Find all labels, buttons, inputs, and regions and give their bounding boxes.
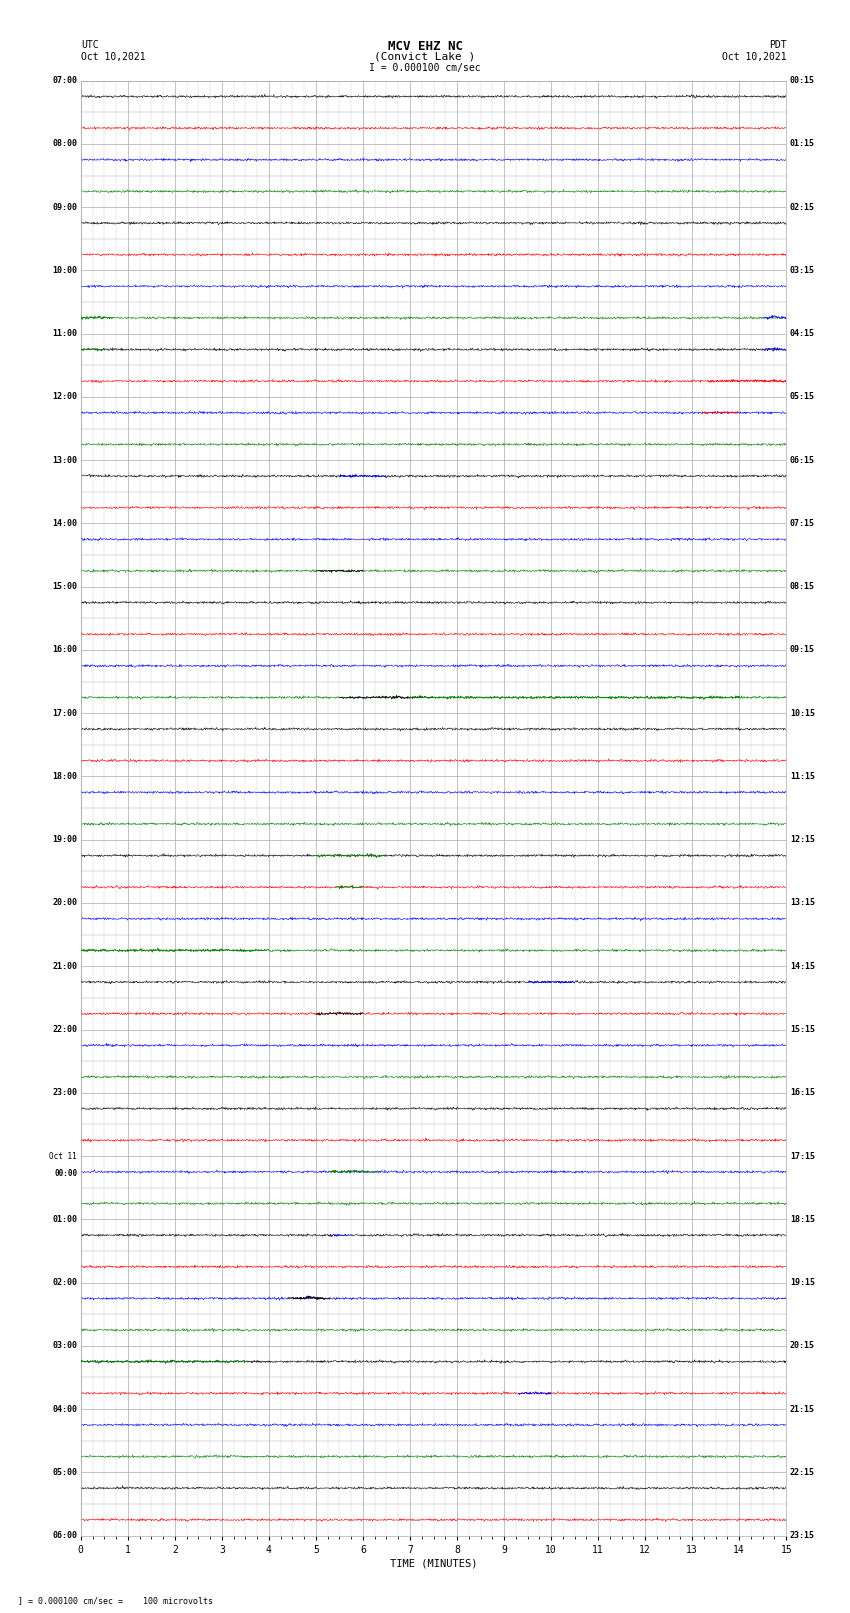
Text: 14:00: 14:00 xyxy=(52,519,77,527)
Text: ] = 0.000100 cm/sec =    100 microvolts: ] = 0.000100 cm/sec = 100 microvolts xyxy=(8,1595,213,1605)
Text: UTC: UTC xyxy=(81,40,99,50)
Text: 18:00: 18:00 xyxy=(52,773,77,781)
Text: Oct 10,2021: Oct 10,2021 xyxy=(81,52,145,61)
Text: 06:15: 06:15 xyxy=(790,456,815,465)
Text: 11:15: 11:15 xyxy=(790,773,815,781)
Text: I = 0.000100 cm/sec: I = 0.000100 cm/sec xyxy=(369,63,481,73)
Text: 03:00: 03:00 xyxy=(52,1342,77,1350)
Text: 09:00: 09:00 xyxy=(52,203,77,211)
Text: 16:15: 16:15 xyxy=(790,1089,815,1097)
Text: 08:15: 08:15 xyxy=(790,582,815,592)
Text: 20:00: 20:00 xyxy=(52,898,77,908)
Text: Oct 11: Oct 11 xyxy=(49,1152,77,1160)
Text: (Convict Lake ): (Convict Lake ) xyxy=(374,52,476,61)
Text: PDT: PDT xyxy=(768,40,786,50)
Text: 00:15: 00:15 xyxy=(790,76,815,85)
Text: 21:00: 21:00 xyxy=(52,961,77,971)
Text: 02:00: 02:00 xyxy=(52,1277,77,1287)
Text: 05:00: 05:00 xyxy=(52,1468,77,1478)
Text: 15:15: 15:15 xyxy=(790,1024,815,1034)
Text: 17:00: 17:00 xyxy=(52,708,77,718)
Text: 14:15: 14:15 xyxy=(790,961,815,971)
Text: 19:00: 19:00 xyxy=(52,836,77,844)
Text: 03:15: 03:15 xyxy=(790,266,815,274)
Text: 01:00: 01:00 xyxy=(52,1215,77,1224)
Text: 07:15: 07:15 xyxy=(790,519,815,527)
Text: 10:00: 10:00 xyxy=(52,266,77,274)
Text: 06:00: 06:00 xyxy=(52,1531,77,1540)
Text: 17:15: 17:15 xyxy=(790,1152,815,1160)
Text: Oct 10,2021: Oct 10,2021 xyxy=(722,52,786,61)
Text: 10:15: 10:15 xyxy=(790,708,815,718)
Text: 15:00: 15:00 xyxy=(52,582,77,592)
Text: 16:00: 16:00 xyxy=(52,645,77,655)
Text: 22:00: 22:00 xyxy=(52,1024,77,1034)
Text: 05:15: 05:15 xyxy=(790,392,815,402)
Text: 04:15: 04:15 xyxy=(790,329,815,339)
Text: 19:15: 19:15 xyxy=(790,1277,815,1287)
Text: 08:00: 08:00 xyxy=(52,139,77,148)
Text: 07:00: 07:00 xyxy=(52,76,77,85)
Text: 12:15: 12:15 xyxy=(790,836,815,844)
Text: 13:15: 13:15 xyxy=(790,898,815,908)
Text: 11:00: 11:00 xyxy=(52,329,77,339)
Text: 20:15: 20:15 xyxy=(790,1342,815,1350)
Text: 01:15: 01:15 xyxy=(790,139,815,148)
Text: 21:15: 21:15 xyxy=(790,1405,815,1413)
Text: 22:15: 22:15 xyxy=(790,1468,815,1478)
Text: 02:15: 02:15 xyxy=(790,203,815,211)
X-axis label: TIME (MINUTES): TIME (MINUTES) xyxy=(390,1558,477,1569)
Text: MCV EHZ NC: MCV EHZ NC xyxy=(388,40,462,53)
Text: 00:00: 00:00 xyxy=(54,1169,77,1177)
Text: 12:00: 12:00 xyxy=(52,392,77,402)
Text: 13:00: 13:00 xyxy=(52,456,77,465)
Text: 04:00: 04:00 xyxy=(52,1405,77,1413)
Text: 23:15: 23:15 xyxy=(790,1531,815,1540)
Text: 18:15: 18:15 xyxy=(790,1215,815,1224)
Text: 23:00: 23:00 xyxy=(52,1089,77,1097)
Text: 09:15: 09:15 xyxy=(790,645,815,655)
